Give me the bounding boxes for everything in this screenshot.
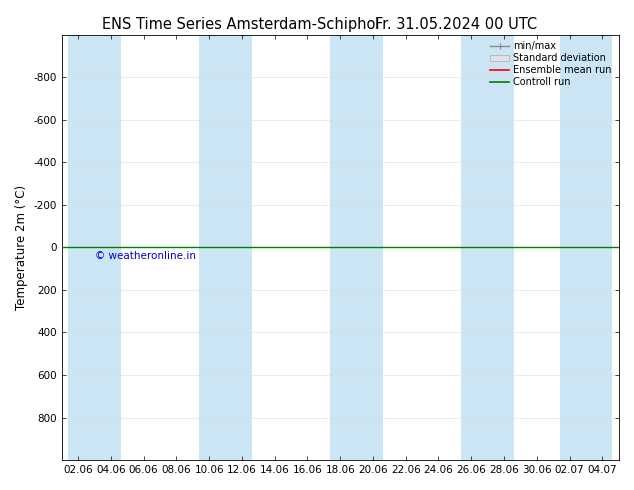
Text: Fr. 31.05.2024 00 UTC: Fr. 31.05.2024 00 UTC [375, 17, 538, 32]
Bar [462, 35, 514, 460]
Legend: min/max, Standard deviation, Ensemble mean run, Controll run: min/max, Standard deviation, Ensemble me… [488, 40, 614, 89]
Y-axis label: Temperature 2m (°C): Temperature 2m (°C) [15, 185, 28, 310]
Text: ENS Time Series Amsterdam-Schiphol: ENS Time Series Amsterdam-Schiphol [102, 17, 380, 32]
Bar [560, 35, 612, 460]
Bar [68, 35, 120, 460]
Text: © weatheronline.in: © weatheronline.in [94, 250, 195, 261]
Bar [330, 35, 383, 460]
Bar [199, 35, 252, 460]
